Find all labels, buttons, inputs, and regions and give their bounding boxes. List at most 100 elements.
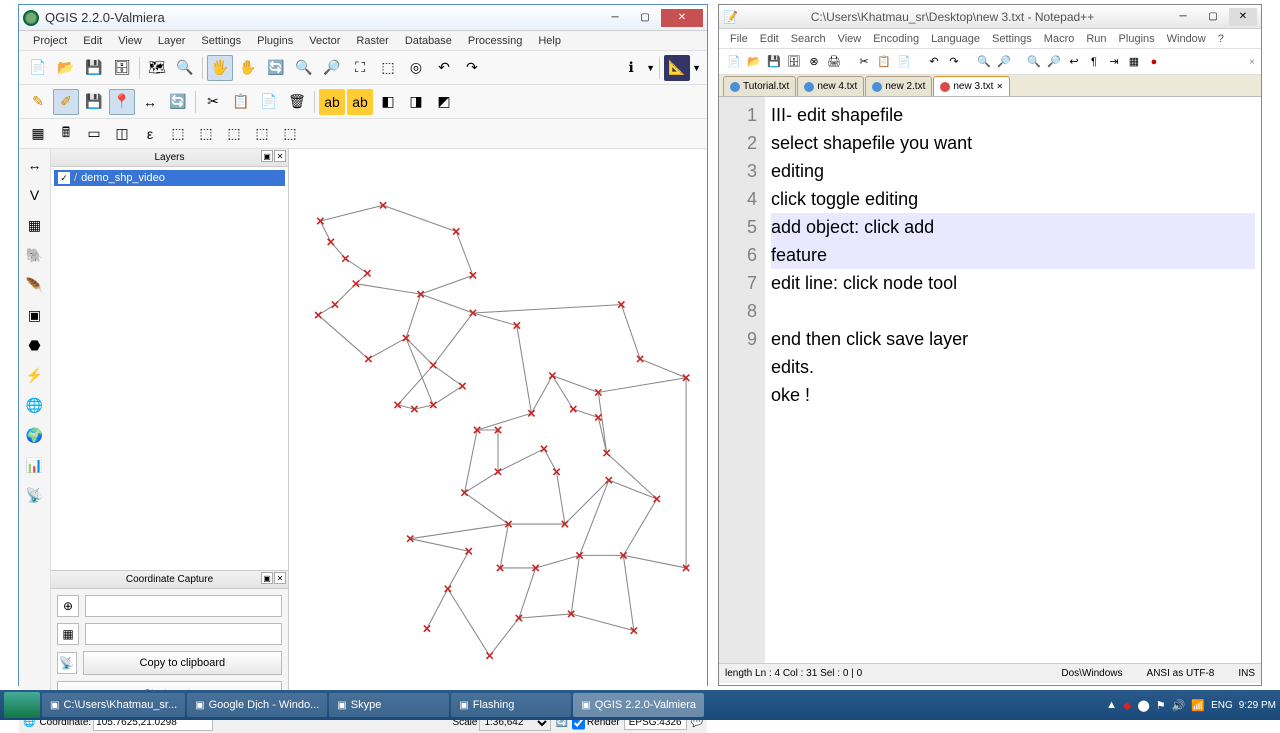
zoom-in-icon[interactable]: 🔍: [291, 55, 317, 81]
menu-file[interactable]: File: [725, 31, 753, 47]
start-button[interactable]: [4, 692, 40, 718]
taskbar-item[interactable]: ▣Flashing: [451, 693, 571, 717]
undo-icon[interactable]: ↶: [925, 53, 943, 71]
coord-input-2[interactable]: [85, 623, 282, 645]
paste-icon[interactable]: 📄: [895, 53, 913, 71]
tray-icon[interactable]: ◆: [1123, 699, 1131, 712]
spatialite-icon[interactable]: 🪶: [23, 273, 47, 297]
diagram-icon[interactable]: ◧: [375, 89, 401, 115]
menu-macro[interactable]: Macro: [1039, 31, 1080, 47]
record-icon[interactable]: ●: [1145, 53, 1163, 71]
panel-dock-icon[interactable]: ▣: [261, 150, 273, 162]
tab-new-3-txt[interactable]: new 3.txt✕: [933, 76, 1010, 96]
tray-icon[interactable]: 🔊: [1172, 699, 1186, 712]
menu-view[interactable]: View: [112, 33, 148, 49]
coord-panel-head[interactable]: Coordinate Capture ▣✕: [51, 571, 288, 589]
diagram3-icon[interactable]: ◩: [431, 89, 457, 115]
wms-icon[interactable]: ⚡: [23, 363, 47, 387]
track-icon[interactable]: 📡: [57, 652, 77, 674]
layers-panel-head[interactable]: Layers ▣✕: [51, 149, 288, 167]
menu-settings[interactable]: Settings: [987, 31, 1037, 47]
oracle-icon[interactable]: ⬣: [23, 333, 47, 357]
crs-icon[interactable]: ⊕: [57, 595, 79, 617]
pan-selection-icon[interactable]: ✋: [235, 55, 261, 81]
paste-icon[interactable]: 📄: [256, 89, 282, 115]
save-icon[interactable]: 💾: [765, 53, 783, 71]
new-icon[interactable]: 📄: [725, 53, 743, 71]
menu-?[interactable]: ?: [1213, 31, 1229, 47]
menu-help[interactable]: Help: [532, 33, 567, 49]
panel-dock-icon[interactable]: ▣: [261, 572, 273, 584]
npp-toolbar-close-icon[interactable]: ×: [1249, 57, 1255, 68]
menu-layer[interactable]: Layer: [152, 33, 192, 49]
gps-icon[interactable]: 📡: [23, 483, 47, 507]
mssql-icon[interactable]: ▣: [23, 303, 47, 327]
system-tray[interactable]: ▲ ◆ ⬤ ⚑ 🔊 📶 ENG 9:29 PM: [1106, 699, 1276, 712]
cut-icon[interactable]: ✂: [855, 53, 873, 71]
measure-icon[interactable]: 📐: [664, 55, 690, 81]
minimize-button[interactable]: ─: [601, 9, 629, 27]
menu-settings[interactable]: Settings: [195, 33, 247, 49]
wcs-icon[interactable]: 🌐: [23, 393, 47, 417]
node-tool-icon[interactable]: 📍: [109, 89, 135, 115]
layer-item[interactable]: ✓ / demo_shp_video: [54, 170, 285, 186]
show-chars-icon[interactable]: ¶: [1085, 53, 1103, 71]
close-button[interactable]: ✕: [1229, 8, 1257, 26]
save-as-icon[interactable]: 🗄: [109, 55, 135, 81]
taskbar-item[interactable]: ▣C:\Users\Khatmau_sr...: [42, 693, 185, 717]
replace-icon[interactable]: 🔎: [995, 53, 1013, 71]
raster-layer-icon[interactable]: ▦: [23, 213, 47, 237]
npp-title-bar[interactable]: 📝 C:\Users\Khatmau_sr\Desktop\new 3.txt …: [719, 5, 1261, 29]
menu-processing[interactable]: Processing: [462, 33, 528, 49]
menu-search[interactable]: Search: [786, 31, 831, 47]
tray-lang[interactable]: ENG: [1211, 700, 1233, 711]
copy-icon[interactable]: 📋: [228, 89, 254, 115]
taskbar-item[interactable]: ▣Skype: [329, 693, 449, 717]
menu-edit[interactable]: Edit: [755, 31, 784, 47]
close-tab-icon[interactable]: ⊗: [805, 53, 823, 71]
menu-plugins[interactable]: Plugins: [1114, 31, 1160, 47]
misc2-icon[interactable]: ⬚: [193, 121, 219, 147]
taskbar-item[interactable]: ▣QGIS 2.2.0-Valmiera: [573, 693, 704, 717]
menu-window[interactable]: Window: [1162, 31, 1211, 47]
zoom-selection-icon[interactable]: ◎: [403, 55, 429, 81]
attr-table-icon[interactable]: ▦: [25, 121, 51, 147]
select-icon[interactable]: ▭: [81, 121, 107, 147]
zoom-layer-icon[interactable]: ⬚: [375, 55, 401, 81]
misc5-icon[interactable]: ⬚: [277, 121, 303, 147]
postgis-icon[interactable]: 🐘: [23, 243, 47, 267]
misc4-icon[interactable]: ⬚: [249, 121, 275, 147]
copy-clipboard-button[interactable]: Copy to clipboard: [83, 651, 282, 675]
wrap-icon[interactable]: ↩: [1065, 53, 1083, 71]
deselect-icon[interactable]: ◫: [109, 121, 135, 147]
zoom-next-icon[interactable]: ↷: [459, 55, 485, 81]
menu-edit[interactable]: Edit: [77, 33, 108, 49]
tab-Tutorial-txt[interactable]: Tutorial.txt: [723, 76, 796, 96]
tab-new-2-txt[interactable]: new 2.txt: [865, 76, 932, 96]
save-all-icon[interactable]: 🗄: [785, 53, 803, 71]
menu-encoding[interactable]: Encoding: [868, 31, 924, 47]
menu-database[interactable]: Database: [399, 33, 458, 49]
menu-view[interactable]: View: [833, 31, 867, 47]
layer-visibility-checkbox[interactable]: ✓: [58, 172, 70, 184]
menu-plugins[interactable]: Plugins: [251, 33, 299, 49]
tray-icon[interactable]: ⚑: [1156, 699, 1166, 712]
fold-icon[interactable]: ▦: [1125, 53, 1143, 71]
misc3-icon[interactable]: ⬚: [221, 121, 247, 147]
field-calc-icon[interactable]: 🖩: [53, 121, 79, 147]
close-button[interactable]: ✕: [661, 9, 703, 27]
expr-icon[interactable]: ε: [137, 121, 163, 147]
print-icon[interactable]: 🖨: [825, 53, 843, 71]
panel-close-icon[interactable]: ✕: [274, 572, 286, 584]
taskbar-item[interactable]: ▣Google Dịch - Windo...: [187, 693, 327, 717]
npp-editor[interactable]: 123456789 III- edit shapefileselect shap…: [719, 97, 1261, 663]
save-edits-icon[interactable]: 💾: [81, 89, 107, 115]
redo-icon[interactable]: ↷: [945, 53, 963, 71]
delete-icon[interactable]: 🗑: [284, 89, 310, 115]
indent-icon[interactable]: ⇥: [1105, 53, 1123, 71]
refresh-icon[interactable]: 🔄: [263, 55, 289, 81]
rotate-icon[interactable]: 🔄: [165, 89, 191, 115]
open-project-icon[interactable]: 📂: [53, 55, 79, 81]
copy-icon[interactable]: 📋: [875, 53, 893, 71]
print-icon[interactable]: 🗺: [144, 55, 170, 81]
